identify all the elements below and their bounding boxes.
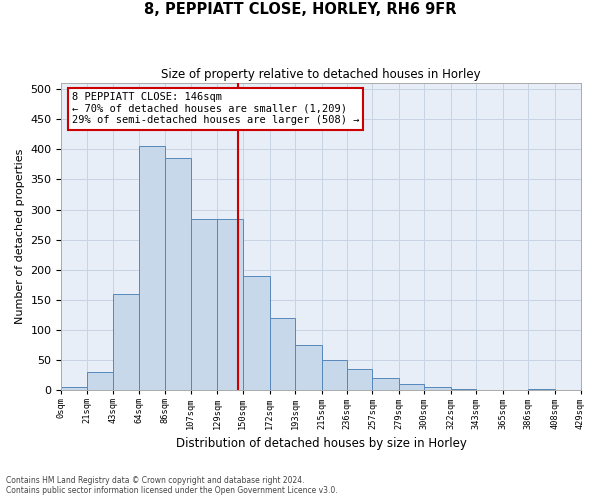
Bar xyxy=(217,218,243,390)
Bar xyxy=(61,387,87,390)
Bar xyxy=(166,158,191,390)
Text: Contains HM Land Registry data © Crown copyright and database right 2024.
Contai: Contains HM Land Registry data © Crown c… xyxy=(6,476,338,495)
Bar xyxy=(139,146,166,390)
Bar xyxy=(113,294,139,390)
Bar xyxy=(451,389,476,390)
Bar xyxy=(295,345,322,390)
Bar xyxy=(373,378,399,390)
Bar xyxy=(399,384,424,390)
X-axis label: Distribution of detached houses by size in Horley: Distribution of detached houses by size … xyxy=(176,437,466,450)
Text: 8 PEPPIATT CLOSE: 146sqm
← 70% of detached houses are smaller (1,209)
29% of sem: 8 PEPPIATT CLOSE: 146sqm ← 70% of detach… xyxy=(72,92,359,126)
Text: 8, PEPPIATT CLOSE, HORLEY, RH6 9FR: 8, PEPPIATT CLOSE, HORLEY, RH6 9FR xyxy=(144,2,456,18)
Bar xyxy=(191,218,217,390)
Bar xyxy=(243,276,269,390)
Bar xyxy=(87,372,113,390)
Title: Size of property relative to detached houses in Horley: Size of property relative to detached ho… xyxy=(161,68,481,80)
Bar xyxy=(322,360,347,390)
Bar xyxy=(529,389,555,390)
Bar xyxy=(269,318,295,390)
Bar xyxy=(424,387,451,390)
Bar xyxy=(347,369,373,390)
Y-axis label: Number of detached properties: Number of detached properties xyxy=(15,149,25,324)
